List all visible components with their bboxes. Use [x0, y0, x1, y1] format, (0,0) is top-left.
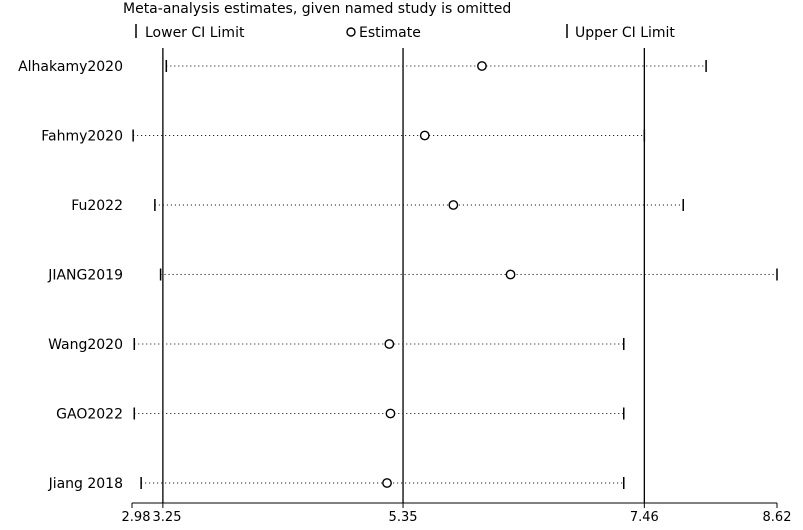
study-label: Fu2022	[71, 198, 123, 214]
estimate-point	[505, 269, 516, 280]
estimate-point	[477, 61, 487, 71]
legend-upper-label: Upper CI Limit	[575, 25, 675, 41]
study-row: JIANG2019	[47, 268, 778, 284]
study-label: GAO2022	[56, 407, 123, 423]
x-tick-label: 2.98	[122, 510, 151, 525]
chart-title: Meta-analysis estimates, given named stu…	[123, 1, 511, 17]
legend-estimate-marker	[346, 27, 356, 37]
estimate-point	[385, 408, 396, 419]
estimate-point	[382, 478, 392, 488]
study-label: Alhakamy2020	[18, 59, 123, 75]
study-label: JIANG2019	[47, 268, 123, 284]
study-row: Fu2022	[71, 198, 684, 214]
study-rows: Alhakamy2020 Fahmy2020 Fu2022 JIANG2019 Wang…	[18, 59, 778, 492]
reference-lines	[162, 48, 645, 503]
study-row: Alhakamy2020	[18, 59, 707, 75]
estimate-point	[384, 339, 395, 349]
x-tick-label: 7.46	[630, 510, 659, 525]
x-tick-label: 3.25	[153, 510, 182, 525]
study-row: Fahmy2020	[41, 129, 646, 145]
study-label: Fahmy2020	[41, 129, 123, 145]
study-row: Wang2020	[48, 337, 625, 353]
study-row: GAO2022	[56, 407, 625, 423]
study-row: Jiang 2018	[48, 476, 625, 492]
study-label: Jiang 2018	[48, 476, 123, 492]
x-tick-label: 8.62	[763, 510, 792, 525]
legend-lower-label: Lower CI Limit	[145, 25, 245, 41]
study-label: Wang2020	[48, 337, 123, 353]
x-tick-label: 5.35	[389, 510, 418, 525]
estimate-point	[448, 200, 459, 210]
x-axis: 2.98 3.25 5.35 7.46 8.62	[122, 502, 792, 525]
estimate-point	[419, 130, 430, 141]
legend-estimate-label: Estimate	[359, 25, 421, 41]
